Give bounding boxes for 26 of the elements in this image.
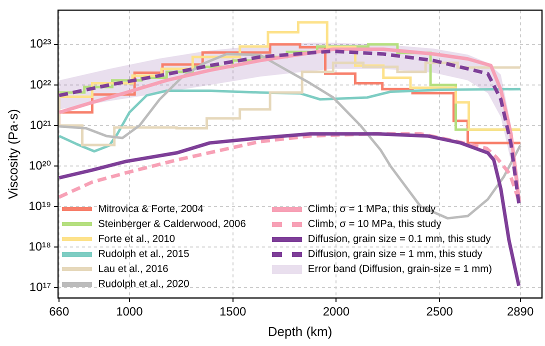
x-tick-label: 1000 (116, 304, 144, 319)
legend-label: Diffusion, grain size = 0.1 mm, this study (308, 234, 491, 245)
y-tick-label: 10¹⁷ (29, 280, 52, 294)
legend-label: Steinberger & Calderwood, 2006 (98, 219, 246, 230)
legend-label: Climb, σ = 1 MPa, this study (308, 204, 436, 215)
y-tick-label: 10²⁰ (28, 158, 52, 172)
y-tick-label: 10²³ (30, 36, 52, 51)
x-tick-label: 1500 (219, 304, 246, 319)
x-tick-label: 2000 (322, 304, 350, 319)
legend-label: Rudolph et al., 2020 (98, 279, 190, 290)
y-tick-label: 10¹⁹ (28, 198, 52, 213)
legend-label: Forte et al., 2010 (98, 234, 176, 245)
y-tick-label: 10²² (30, 77, 52, 92)
x-tick-label: 660 (49, 304, 70, 319)
annotation: Error band (Diffusion, grain-size = 1 mm) (308, 264, 492, 275)
legend-label: Mitrovica & Forte, 2004 (98, 204, 204, 215)
x-axis-title: Depth (km) (268, 324, 332, 339)
y-tick-label: 10²¹ (30, 118, 52, 132)
legend-label: Climb, σ = 10 MPa, this study (308, 219, 442, 230)
x-tick-label: 2500 (426, 304, 454, 319)
legend-label: Lau et al., 2016 (98, 264, 168, 275)
legend-label: Rudolph et al., 2015 (98, 249, 190, 260)
y-axis-title: Viscosity (Pa·s) (5, 109, 20, 200)
y-tick-label: 10¹⁸ (28, 239, 52, 254)
legend-label: Diffusion, grain size = 1 mm, this study (308, 249, 482, 260)
x-tick-label: 2890 (506, 304, 534, 319)
